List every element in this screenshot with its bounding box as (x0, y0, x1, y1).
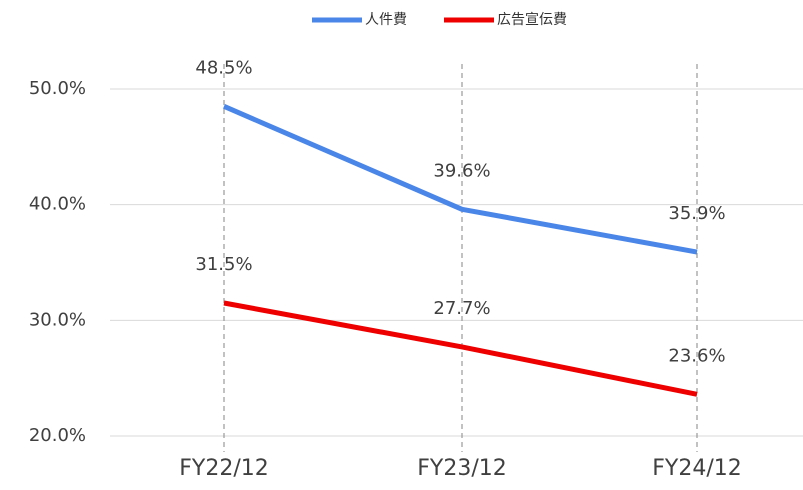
data-label: 35.9% (668, 203, 725, 224)
y-tick-label: 20.0% (29, 425, 86, 446)
legend-label: 広告宣伝費 (497, 12, 567, 28)
series-line (223, 300, 698, 397)
y-tick-label: 40.0% (29, 194, 86, 215)
data-label: 39.6% (433, 160, 490, 181)
x-tick-label: FY22/12 (179, 456, 269, 481)
legend-label: 人件費 (365, 12, 407, 28)
series-line (223, 104, 698, 255)
data-label: 31.5% (195, 254, 252, 275)
y-tick-label: 50.0% (29, 78, 86, 99)
x-tick-label: FY24/12 (652, 456, 742, 481)
data-label: 27.7% (433, 298, 490, 319)
data-label: 48.5% (195, 57, 252, 78)
y-tick-label: 30.0% (29, 309, 86, 330)
data-label: 23.6% (668, 345, 725, 366)
x-tick-label: FY23/12 (417, 456, 507, 481)
